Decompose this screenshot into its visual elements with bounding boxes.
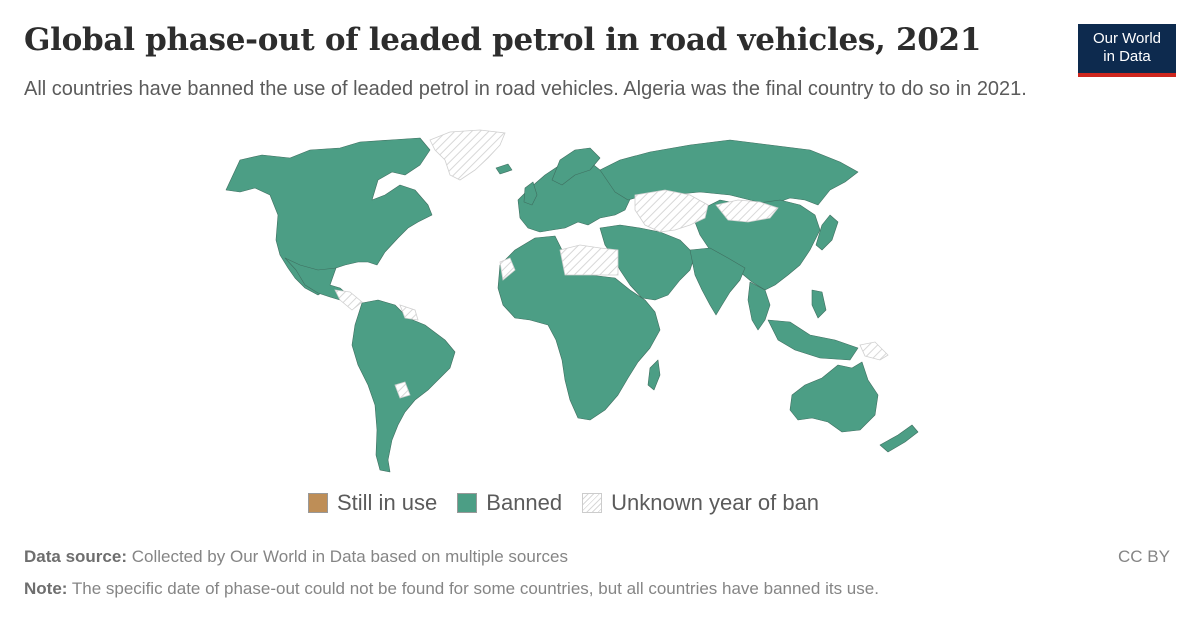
north-america [225, 137, 433, 296]
logo-line-2: in Data [1103, 48, 1151, 65]
source-label: Data source: [24, 547, 127, 566]
japan [815, 214, 839, 251]
banned-regions [225, 137, 919, 473]
banned-swatch [457, 493, 478, 513]
still-in-use-swatch [308, 493, 328, 513]
source-text: Collected by Our World in Data based on … [126, 547, 568, 566]
legend-item-banned[interactable]: Banned [457, 490, 562, 516]
legend-item-still-in-use[interactable]: Still in use [308, 490, 437, 516]
australia [789, 361, 879, 433]
mongolia [715, 199, 779, 223]
unknown-regions [334, 129, 889, 399]
south-asia [689, 247, 746, 316]
unknown-swatch [582, 493, 603, 513]
note-text: The specific date of phase-out could not… [67, 579, 879, 598]
central-america [334, 289, 363, 311]
license-link[interactable]: CC BY [1118, 547, 1170, 566]
libya-egypt [559, 244, 619, 276]
legend-label: Unknown year of ban [611, 490, 820, 515]
guianas [399, 304, 419, 321]
scandinavia [551, 147, 601, 186]
central-asia [634, 189, 709, 233]
chart-title: Global phase-out of leaded petrol in roa… [24, 22, 982, 58]
legend: Still in use Banned Unknown year of ban [308, 488, 839, 518]
new-zealand [879, 424, 919, 453]
paraguay [394, 381, 411, 399]
greenland [429, 129, 506, 181]
madagascar [647, 359, 661, 391]
western-sahara [499, 257, 516, 281]
world-map[interactable] [0, 125, 1200, 480]
iceland [495, 163, 513, 175]
legend-item-unknown[interactable]: Unknown year of ban [582, 490, 819, 516]
note: Note: The specific date of phase-out cou… [24, 579, 879, 599]
uk [523, 181, 538, 206]
papua-new-guinea [859, 341, 889, 361]
southeast-asia [747, 281, 771, 331]
indonesia [767, 319, 859, 361]
legend-label: Banned [486, 490, 563, 515]
legend-label: Still in use [337, 490, 438, 515]
note-label: Note: [24, 579, 68, 598]
owid-logo[interactable]: Our World in Data [1078, 24, 1176, 77]
logo-line-1: Our World [1092, 30, 1162, 47]
philippines [811, 289, 827, 319]
chart-subtitle: All countries have banned the use of lea… [24, 78, 1027, 100]
data-source: Data source: Collected by Our World in D… [24, 547, 568, 567]
